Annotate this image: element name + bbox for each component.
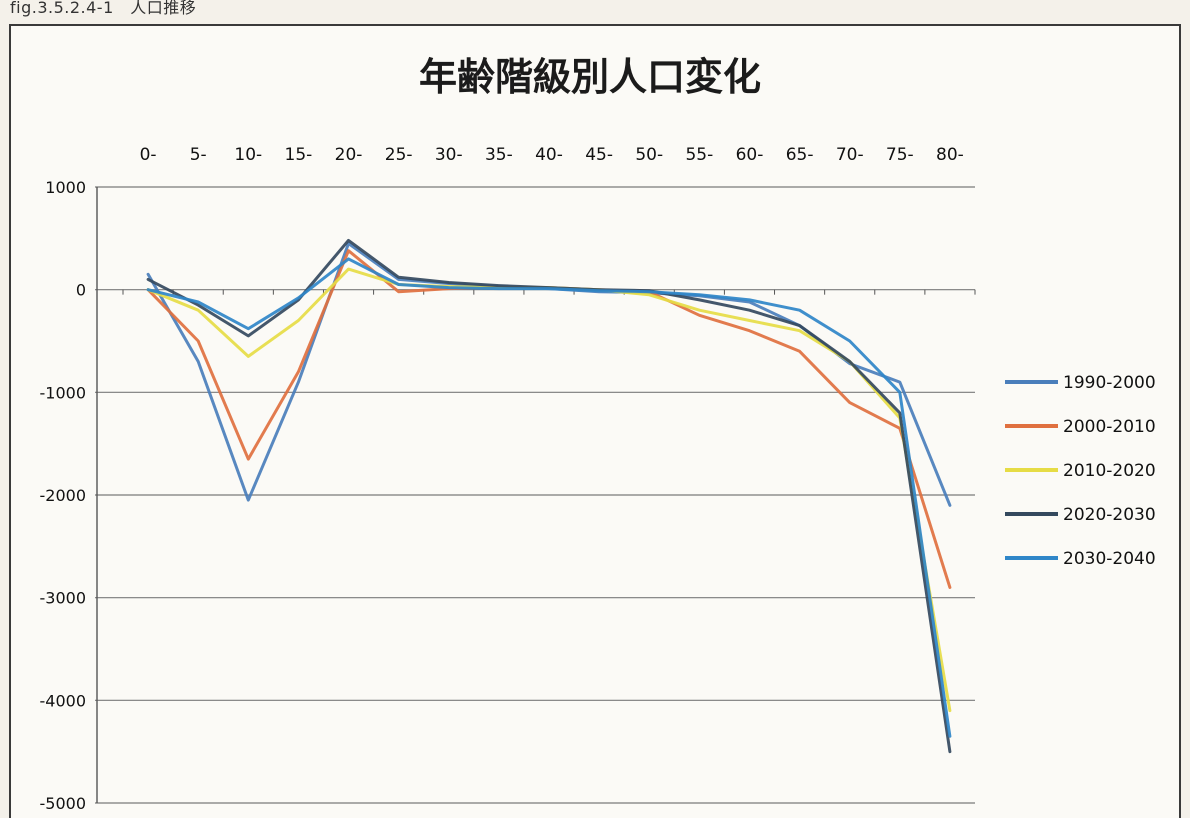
series-line [146, 257, 952, 738]
series-line [146, 267, 952, 713]
figure-caption: fig.3.5.2.4-1 人口推移 [10, 0, 197, 17]
category-label: 65- [786, 145, 814, 165]
category-label: 5- [190, 145, 207, 165]
y-tick-label: -5000 [40, 794, 87, 813]
series-line [146, 249, 952, 589]
chart-title: 年齢階級別人口変化 [419, 55, 761, 99]
series-lines [146, 238, 952, 754]
legend-label: 2010-2020 [1063, 461, 1156, 481]
chart-frame [9, 24, 1181, 818]
category-label: 0- [140, 145, 157, 165]
category-label: 30- [435, 145, 463, 165]
category-label: 60- [736, 145, 764, 165]
y-tick-label: -2000 [40, 486, 87, 505]
category-label: 80- [936, 145, 964, 165]
category-label: 35- [485, 145, 513, 165]
category-label: 70- [836, 145, 864, 165]
legend-label: 2030-2040 [1063, 549, 1156, 569]
category-label: 55- [685, 145, 713, 165]
category-label: 45- [585, 145, 613, 165]
legend-label: 2000-2010 [1063, 417, 1156, 437]
category-label: 15- [285, 145, 313, 165]
y-tick-label: -1000 [40, 383, 87, 402]
category-label: 50- [635, 145, 663, 165]
y-tick-label: 0 [76, 281, 86, 300]
legend-label: 2020-2030 [1063, 505, 1156, 525]
y-tick-label: 1000 [45, 178, 86, 197]
category-label: 25- [385, 145, 413, 165]
category-label: 40- [535, 145, 563, 165]
gridlines [95, 186, 975, 804]
legend: 1990-2000 2000-2010 2010-2020 2020-2030 2030… [1005, 373, 1156, 569]
legend-label: 1990-2000 [1063, 373, 1156, 393]
y-tick-label: -4000 [40, 691, 87, 710]
category-labels: 0- 5- 10- 15- 20- 25- 30- 35- 40- 45- 50- 55- 60- 65-… [140, 145, 964, 165]
category-label: 20- [335, 145, 363, 165]
category-label: 75- [886, 145, 914, 165]
y-tick-labels: 1000 0 -1000 -2000 -3000 -4000 -5000 [40, 178, 87, 813]
y-tick-label: -3000 [40, 589, 87, 608]
series-line [146, 242, 952, 507]
category-label: 10- [234, 145, 262, 165]
